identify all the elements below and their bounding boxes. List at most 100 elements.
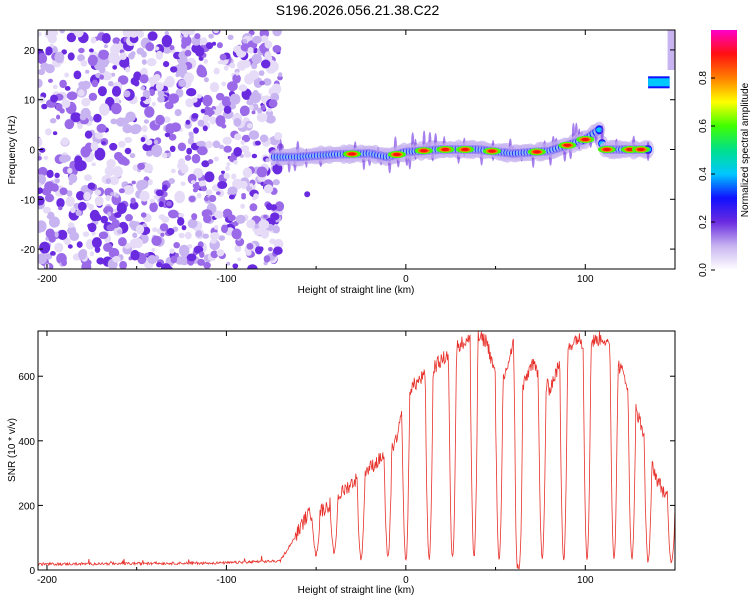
noise-blob (38, 187, 44, 195)
noise-blob (111, 219, 120, 229)
noise-blob (214, 225, 219, 230)
noise-blob (215, 191, 221, 196)
noise-blob (272, 225, 280, 234)
spectrogram-data (38, 30, 675, 269)
noise-blob (208, 33, 214, 39)
noise-blob (248, 70, 259, 80)
noise-blob (186, 147, 193, 155)
noise-blob (105, 195, 111, 201)
noise-blob (228, 194, 235, 200)
noise-blob (268, 99, 278, 108)
noise-blob (184, 231, 192, 240)
noise-blob (117, 229, 123, 235)
noise-blob (94, 147, 106, 161)
noise-blob (104, 165, 115, 177)
noise-blob (57, 229, 68, 240)
peak-core (581, 137, 590, 142)
noise-blob (125, 66, 131, 73)
noise-blob (229, 93, 241, 105)
noise-blob (209, 116, 217, 125)
noise-blob (88, 117, 94, 122)
noise-blob (241, 134, 251, 143)
noise-blob (227, 81, 238, 92)
noise-blob (55, 103, 63, 112)
noise-blob (210, 250, 219, 259)
noise-blob (59, 30, 65, 34)
noise-blob (149, 198, 155, 204)
noise-blob (169, 145, 176, 152)
noise-blob (129, 153, 136, 159)
noise-blob (204, 196, 209, 202)
colorbar-tick-label: 0.8 (698, 71, 709, 85)
colorbar-tick-label: 0.2 (698, 215, 709, 229)
noise-blob (215, 92, 225, 101)
colorbar-tick-label: 0.4 (698, 167, 709, 181)
noise-blob (116, 202, 127, 214)
noise-blob (75, 209, 82, 217)
noise-blob (164, 132, 171, 138)
noise-blob (261, 59, 271, 69)
noise-blob (249, 203, 258, 212)
noise-blob (190, 180, 196, 185)
stray-blob (304, 191, 311, 198)
peak-core (488, 149, 496, 153)
noise-blob (129, 238, 139, 249)
noise-blob (147, 255, 158, 264)
snr-axes: -200 -100 0 100 0 200 400 600 (18, 331, 675, 586)
noise-blob (221, 124, 227, 129)
noise-blob (203, 77, 209, 83)
snr-x-axis-label: Height of straight line (km) (298, 585, 415, 596)
noise-blob (74, 159, 86, 172)
noise-blob (129, 220, 138, 229)
noise-blob (258, 70, 265, 76)
bottom-y-tick-label: 600 (18, 372, 35, 383)
peak-core (348, 152, 356, 156)
noise-blob (118, 188, 125, 194)
noise-blob (97, 86, 107, 97)
snr-background (38, 331, 675, 570)
noise-blob (168, 178, 175, 184)
noise-blob (77, 123, 83, 130)
noise-blob (50, 94, 59, 103)
noise-blob (269, 238, 277, 245)
noise-blob (145, 139, 153, 146)
noise-blob (167, 209, 179, 219)
top-y-tick-label: -10 (21, 195, 36, 206)
noise-blob (78, 47, 85, 54)
noise-blob (103, 44, 108, 49)
noise-blob (256, 166, 268, 178)
noise-blob (170, 66, 178, 73)
snr-frame (37, 330, 676, 571)
bottom-y-tick-label: 200 (18, 501, 35, 512)
colorbar-label: Normalized spectral amplitude (740, 82, 750, 217)
noise-blob (207, 159, 214, 165)
noise-blob (272, 30, 282, 37)
noise-blob (73, 30, 84, 38)
noise-blob (64, 72, 69, 78)
noise-blob (227, 34, 234, 40)
noise-blob (184, 49, 192, 57)
noise-blob (174, 109, 182, 117)
noise-blob (178, 79, 186, 87)
noise-blob (118, 140, 126, 148)
noise-blob (70, 112, 82, 123)
noise-blob (140, 136, 146, 143)
noise-blob (38, 182, 42, 188)
noise-blob (117, 156, 128, 165)
noise-blob (175, 72, 180, 78)
noise-blob (61, 49, 67, 55)
noise-blob (118, 237, 127, 247)
noise-blob (140, 96, 147, 102)
noise-blob (210, 238, 217, 244)
noise-blob (193, 245, 204, 254)
noise-blob (258, 246, 264, 252)
noise-blob (198, 180, 206, 187)
noise-blob (231, 228, 242, 240)
noise-blob (88, 48, 94, 53)
noise-blob (96, 61, 102, 67)
noise-blob (122, 30, 132, 38)
noise-blob (274, 132, 283, 141)
noise-blob (156, 262, 163, 268)
noise-blob (155, 189, 164, 197)
